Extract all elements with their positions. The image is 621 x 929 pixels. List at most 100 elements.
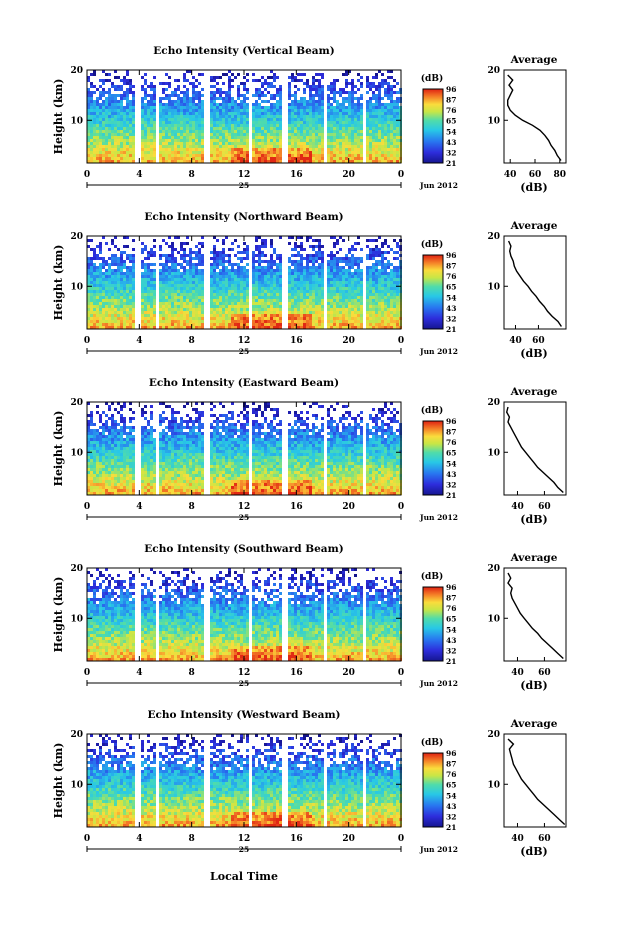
avg-x-tick-label: 60 (538, 834, 551, 844)
avg-x-tick-label: 60 (538, 502, 551, 512)
colorbar-tick-label: 65 (446, 283, 456, 292)
date-label: Jun 2012 (419, 181, 458, 190)
colorbar (422, 752, 444, 828)
heatmap-cells (87, 568, 402, 661)
date-label: Jun 2012 (419, 679, 458, 688)
y-tick-label: 10 (70, 448, 83, 458)
x-tick-label: 0 (84, 834, 90, 844)
x-tick-label: 0 (84, 336, 90, 346)
avg-title: Average (510, 386, 558, 398)
colorbar-tick-label: 76 (446, 272, 456, 281)
x-tick-label: 8 (189, 834, 195, 844)
colorbar-tick-label: 54 (446, 791, 456, 800)
avg-profile-line (507, 572, 564, 660)
colorbar (422, 88, 444, 164)
x-tick-label: 0 (84, 170, 90, 180)
avg-y-tick-label: 10 (487, 448, 500, 458)
colorbar-tick-label: 43 (446, 138, 456, 147)
avg-y-tick-label: 20 (487, 730, 500, 740)
panel-5: Echo Intensity (Westward Beam) 0 4 8 12 16 20 0… (52, 709, 567, 858)
heatmap-cells (87, 734, 402, 827)
x-tick-label: 16 (290, 336, 303, 346)
x-tick-label: 12 (238, 502, 251, 512)
colorbar-unit: (dB) (421, 737, 443, 748)
avg-y-tick-label: 20 (487, 232, 500, 242)
y-axis-label: Height (km) (52, 79, 65, 155)
colorbar-tick-label: 96 (446, 583, 456, 592)
colorbar-tick-label: 76 (446, 106, 456, 115)
x-tick-label: 0 (398, 834, 404, 844)
day-label: 25 (239, 347, 249, 356)
colorbar-tick-label: 65 (446, 117, 456, 126)
x-tick-label: 0 (84, 668, 90, 678)
colorbar-unit: (dB) (421, 239, 443, 250)
avg-x-tick-label: 40 (509, 336, 522, 346)
x-tick-label: 0 (84, 502, 90, 512)
panel-title: Echo Intensity (Southward Beam) (144, 543, 343, 555)
y-tick-label: 20 (70, 66, 83, 76)
colorbar-tick-label: 87 (446, 428, 456, 437)
colorbar-unit: (dB) (421, 405, 443, 416)
avg-profile-line (505, 406, 564, 494)
panel-title: Echo Intensity (Northward Beam) (144, 211, 343, 223)
x-tick-label: 0 (398, 170, 404, 180)
y-axis-label: Height (km) (52, 411, 65, 487)
x-tick-label: 8 (189, 336, 195, 346)
colorbar-tick-label: 54 (446, 127, 456, 136)
colorbar-frame (422, 752, 444, 828)
y-tick-label: 10 (70, 780, 83, 790)
y-tick-label: 10 (70, 614, 83, 624)
x-tick-label: 20 (342, 502, 355, 512)
avg-profile-line (507, 738, 566, 826)
avg-profile-line (507, 74, 562, 161)
avg-x-tick-label: 40 (511, 668, 524, 678)
heatmap-cells (87, 70, 402, 163)
colorbar-tick-label: 21 (446, 491, 456, 500)
panel-2: Echo Intensity (Northward Beam) 0 4 8 12 16 20… (52, 211, 567, 360)
x-tick-label: 16 (290, 668, 303, 678)
avg-y-tick-label: 10 (487, 282, 500, 292)
colorbar-tick-label: 32 (446, 646, 456, 655)
x-tick-label: 0 (398, 336, 404, 346)
day-label: 25 (239, 513, 249, 522)
avg-x-tick-label: 40 (511, 834, 524, 844)
avg-y-tick-label: 20 (487, 398, 500, 408)
colorbar-tick-label: 65 (446, 781, 456, 790)
colorbar-tick-label: 43 (446, 304, 456, 313)
avg-y-tick-label: 10 (487, 780, 500, 790)
avg-x-tick-label: 40 (504, 170, 517, 180)
avg-frame (503, 567, 567, 662)
colorbar-tick-label: 32 (446, 314, 456, 323)
colorbar (422, 254, 444, 330)
colorbar-tick-label: 96 (446, 85, 456, 94)
panel-title: Echo Intensity (Eastward Beam) (149, 377, 339, 389)
colorbar-tick-label: 32 (446, 480, 456, 489)
colorbar-frame (422, 88, 444, 164)
x-tick-label: 4 (136, 170, 142, 180)
x-tick-label: 12 (238, 170, 251, 180)
colorbar-tick-label: 65 (446, 449, 456, 458)
colorbar-tick-label: 87 (446, 760, 456, 769)
avg-frame (503, 235, 567, 330)
colorbar-tick-label: 21 (446, 657, 456, 666)
avg-title: Average (510, 54, 558, 66)
average-profile: Average 40 60 80 10 20 (dB) (487, 54, 567, 194)
avg-y-tick-label: 10 (487, 614, 500, 624)
panel-title: Echo Intensity (Westward Beam) (147, 709, 340, 721)
avg-y-tick-label: 10 (487, 116, 500, 126)
date-label: Jun 2012 (419, 845, 458, 854)
colorbar-frame (422, 586, 444, 662)
panel-1: Echo Intensity (Vertical Beam) 0 4 8 12 16 20 0… (52, 45, 567, 194)
colorbar-tick-label: 76 (446, 438, 456, 447)
x-tick-label: 20 (342, 170, 355, 180)
y-tick-label: 20 (70, 232, 83, 242)
avg-title: Average (510, 718, 558, 730)
colorbar-tick-label: 43 (446, 636, 456, 645)
colorbar-unit: (dB) (421, 73, 443, 84)
average-profile: Average 40 60 10 20 (dB) (487, 552, 567, 692)
avg-x-tick-label: 40 (511, 502, 524, 512)
y-tick-label: 20 (70, 398, 83, 408)
x-tick-label: 20 (342, 834, 355, 844)
colorbar-tick-label: 21 (446, 823, 456, 832)
colorbar-tick-label: 43 (446, 470, 456, 479)
